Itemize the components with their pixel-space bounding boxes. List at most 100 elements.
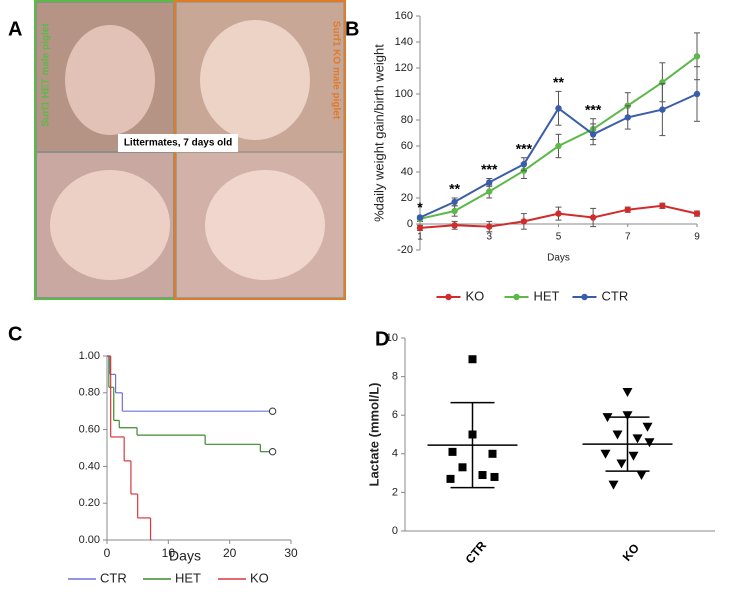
annotation: **: [553, 74, 564, 90]
point: [490, 472, 499, 481]
point: [451, 222, 458, 229]
y-tick-label: 2: [392, 486, 398, 498]
x-tick-label: CTR: [463, 538, 490, 566]
y-tick-label: 160: [395, 10, 413, 22]
point: [624, 114, 631, 121]
point: [628, 451, 639, 461]
legend-label: KO: [250, 570, 269, 585]
x-tick-label: KO: [620, 541, 642, 564]
point: [608, 480, 619, 490]
y-tick-label: 120: [395, 62, 413, 74]
photo-panel: Littermates, 7 days old Surf1 HET male p…: [34, 0, 346, 300]
x-tick-label: 20: [223, 546, 237, 560]
y-tick-label: 0.20: [79, 497, 100, 509]
y-tick-label: 0.60: [79, 424, 100, 436]
point: [446, 474, 455, 483]
legend-label: HET: [534, 288, 560, 303]
x-tick-label: 3: [486, 232, 492, 243]
point: [555, 210, 562, 217]
y-tick-label: 80: [401, 114, 413, 126]
annotation: ***: [585, 101, 602, 117]
point: [555, 105, 562, 112]
point: [416, 224, 424, 232]
y-tick-label: -20: [397, 244, 413, 256]
legend-label: HET: [175, 570, 201, 585]
point: [693, 210, 701, 217]
y-tick-label: 40: [401, 166, 413, 178]
point: [458, 463, 467, 472]
point: [659, 202, 666, 209]
x-tick-label: 9: [694, 232, 700, 243]
point: [451, 207, 458, 215]
panel-letter: C: [8, 323, 22, 345]
piglet: [50, 170, 170, 280]
caption-box: [118, 134, 238, 152]
y-axis-label: %daily weight gain/birth weight: [371, 44, 386, 222]
point: [520, 218, 528, 225]
x-tick-label: 7: [625, 232, 631, 243]
point: [642, 422, 653, 432]
point: [520, 161, 528, 168]
y-tick-label: 100: [395, 88, 413, 100]
x-tick-label: 0: [104, 546, 111, 560]
point: [486, 179, 493, 186]
point: [612, 430, 623, 440]
x-tick-label: 30: [284, 546, 298, 560]
point: [616, 459, 627, 469]
point: [693, 90, 701, 98]
panel-letter: D: [375, 328, 389, 350]
legend-label: KO: [466, 288, 485, 303]
piglet: [65, 25, 155, 135]
point: [589, 131, 597, 138]
x-tick-label: 10: [162, 546, 176, 560]
y-tick-label: 0: [392, 525, 398, 537]
point: [600, 449, 611, 459]
piglet: [205, 170, 325, 280]
point: [451, 198, 458, 206]
point: [636, 471, 647, 481]
y-tick-label: 4: [392, 448, 398, 460]
y-tick-label: 0.80: [79, 387, 100, 399]
point: [659, 106, 666, 113]
annotation: *: [417, 199, 423, 215]
annotation: **: [449, 181, 460, 197]
panel-letter: A: [8, 18, 22, 40]
y-tick-label: 0.40: [79, 460, 100, 472]
point: [468, 355, 477, 364]
legend-swatch: [445, 293, 452, 301]
y-axis-label: Lactate (mmol/L): [366, 382, 381, 486]
y-tick-label: 10: [386, 332, 398, 344]
point: [486, 223, 493, 230]
legend-swatch: [513, 293, 520, 301]
y-tick-label: 140: [395, 36, 413, 48]
legend-label: CTR: [100, 570, 127, 585]
x-tick-label: 1: [417, 232, 423, 243]
x-axis-label: Days: [169, 548, 201, 564]
point: [644, 438, 655, 448]
y-tick-label: 20: [401, 192, 413, 204]
point: [448, 447, 457, 456]
y-tick-label: 1.00: [79, 350, 100, 362]
x-tick-label: 5: [556, 232, 562, 243]
point: [555, 142, 562, 150]
point: [693, 53, 701, 60]
x-axis-label: Days: [547, 253, 570, 264]
y-tick-label: 0.00: [79, 534, 100, 546]
y-tick-label: 8: [392, 371, 398, 383]
point: [622, 411, 633, 421]
y-tick-label: 0: [407, 218, 413, 230]
panel-letter: B: [345, 18, 359, 40]
legend-label: CTR: [602, 288, 629, 303]
annotation: ***: [516, 140, 533, 156]
point: [624, 206, 631, 213]
point: [416, 214, 424, 221]
right-label: Surf1 KO male piglet: [330, 21, 341, 120]
point: [622, 388, 633, 398]
point: [486, 188, 493, 195]
piglet: [200, 20, 310, 140]
point: [488, 449, 497, 458]
left-label: Surf1 HET male piglet: [41, 23, 52, 127]
censor-marker: [268, 447, 277, 456]
legend-swatch: [581, 293, 588, 301]
